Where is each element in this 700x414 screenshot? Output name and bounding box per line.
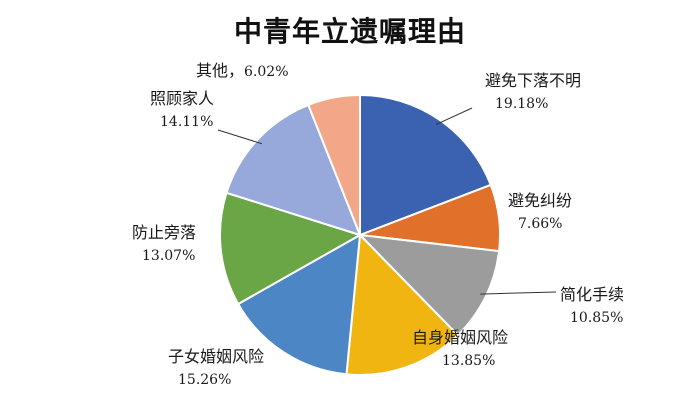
slice-label-percent: 14.11% xyxy=(160,114,213,130)
slice-label-percent: 7.66% xyxy=(518,216,562,232)
pie-slice xyxy=(345,232,460,376)
slice-label-name: 自身婚姻风险 xyxy=(412,328,508,347)
slice-label-percent: 15.26% xyxy=(178,372,231,388)
slice-label-percent: 10.85% xyxy=(570,310,623,326)
chart-title: 中青年立遗嘱理由 xyxy=(233,15,466,48)
slice-label-name: 避免下落不明 xyxy=(485,71,581,90)
slice-label-name: 防止旁落 xyxy=(132,223,196,242)
leader-line xyxy=(480,291,557,295)
slice-label-name: 照顾家人 xyxy=(150,89,214,108)
slice-label-name: 简化手续 xyxy=(560,285,624,304)
pie-slice xyxy=(225,103,362,237)
slice-label: 其他，6.02% xyxy=(196,61,289,80)
leader-line xyxy=(217,129,263,145)
pie-slice xyxy=(359,93,493,237)
slice-label-name: 子女婚姻风险 xyxy=(168,347,264,366)
slice-label-percent: 13.85% xyxy=(442,353,495,369)
pie-slice xyxy=(307,93,361,236)
slice-label-name: 避免纠纷 xyxy=(508,191,572,210)
pie-slice xyxy=(357,233,501,337)
pie-slice xyxy=(219,191,363,306)
slice-label-percent: 19.18% xyxy=(495,96,548,112)
slice-label-percent: 13.07% xyxy=(142,248,195,264)
leader-line xyxy=(435,107,473,126)
pie-slice xyxy=(236,233,362,376)
